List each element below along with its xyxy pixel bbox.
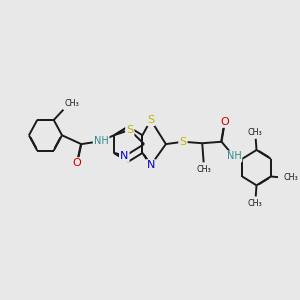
Text: S: S xyxy=(126,125,134,135)
Text: NH: NH xyxy=(94,136,109,146)
Text: CH₃: CH₃ xyxy=(65,99,80,108)
Text: S: S xyxy=(147,115,154,125)
Text: S: S xyxy=(179,137,187,147)
Text: O: O xyxy=(73,158,82,168)
Text: CH₃: CH₃ xyxy=(196,165,211,174)
Text: O: O xyxy=(220,117,229,127)
Text: NH: NH xyxy=(226,152,241,161)
Text: CH₃: CH₃ xyxy=(248,199,262,208)
Text: CH₃: CH₃ xyxy=(248,128,262,137)
Text: CH₃: CH₃ xyxy=(283,173,298,182)
Text: N: N xyxy=(146,160,155,170)
Text: N: N xyxy=(120,152,128,161)
